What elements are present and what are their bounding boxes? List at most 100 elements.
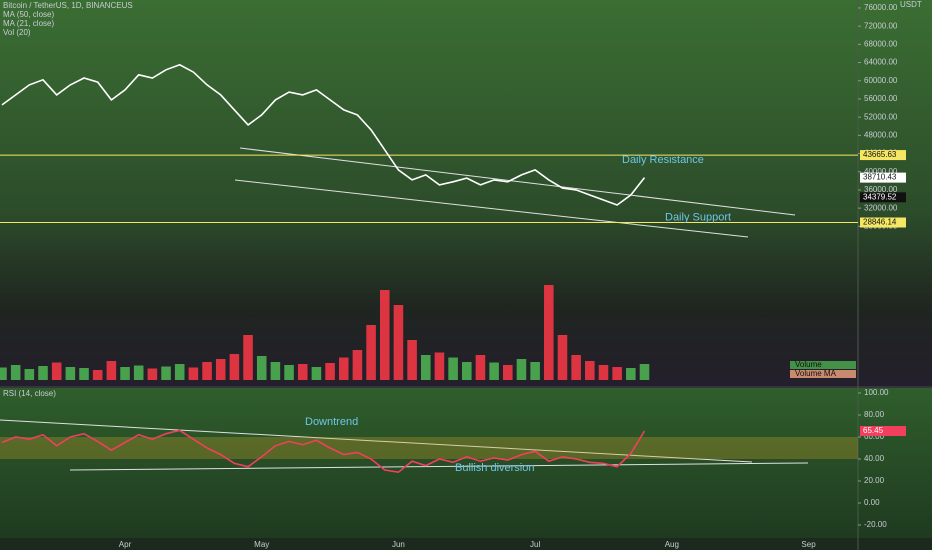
- chart-title: Bitcoin / TetherUS, 1D, BINANCEUS: [3, 1, 133, 10]
- legend-tag: [790, 370, 856, 378]
- volume-bar: [598, 365, 609, 380]
- rsi-line: [1, 429, 646, 474]
- axis-unit: USDT: [900, 0, 922, 9]
- volume-bar: [585, 361, 595, 380]
- price-panel: [0, 0, 932, 386]
- volume-bar: [530, 362, 540, 380]
- y-tick-label: 20.00: [864, 476, 885, 485]
- volume-bar: [256, 356, 267, 380]
- y-tick-label: 100.00: [864, 388, 889, 397]
- x-tick-label: Jul: [530, 540, 540, 549]
- volume-bar: [79, 368, 89, 380]
- volume-bar: [461, 362, 472, 380]
- volume-bar: [448, 357, 458, 380]
- volume-bar: [92, 370, 103, 380]
- y-tick-label: 48000.00: [864, 130, 898, 139]
- volume-bar: [434, 352, 445, 380]
- y-tick-label: 60.00: [864, 432, 885, 441]
- price-tag: [860, 217, 906, 228]
- volume-bar: [243, 335, 253, 380]
- volume-bar: [106, 361, 117, 380]
- volume-bar: [338, 357, 349, 380]
- time-axis: [0, 538, 932, 550]
- rsi-tag-label: 65.45: [863, 426, 884, 435]
- legend-item: Volume: [795, 360, 822, 369]
- volume-bar: [174, 364, 185, 380]
- annotation: Bullish diversion: [455, 462, 534, 474]
- trendline: [69, 462, 809, 471]
- volume-bar: [352, 350, 363, 380]
- volume-bar: [557, 335, 568, 380]
- y-tick-label: 52000.00: [864, 112, 898, 121]
- rsi-title: RSI (14, close): [3, 389, 56, 398]
- annotation: Downtrend: [305, 416, 358, 428]
- price-line: [1, 63, 646, 206]
- volume-bar: [297, 364, 308, 380]
- trendline: [234, 179, 749, 238]
- volume-bar: [229, 354, 240, 380]
- y-tick-label: 40.00: [864, 454, 885, 463]
- y-tick-label: 68000.00: [864, 39, 898, 48]
- volume-bar: [270, 362, 281, 380]
- price-tag-label: 28846.14: [863, 218, 897, 227]
- volume-bar: [215, 359, 226, 380]
- legend-item: Vol (20): [3, 28, 31, 37]
- y-tick-label: 64000.00: [864, 58, 898, 67]
- volume-bar: [188, 367, 199, 380]
- legend-item: Volume MA: [795, 369, 837, 378]
- level-label: Daily Resistance: [622, 154, 704, 166]
- volume-bar: [311, 367, 322, 380]
- trendline: [239, 147, 796, 216]
- y-tick-label: 76000.00: [864, 3, 898, 12]
- volume-bar: [393, 305, 404, 380]
- price-tag: [860, 192, 906, 203]
- volume-bar: [10, 365, 21, 380]
- y-tick-label: 40000.00: [864, 167, 898, 176]
- volume-bar: [51, 362, 62, 380]
- price-tag: [860, 172, 906, 183]
- price-tag-label: 43665.63: [863, 150, 897, 159]
- volume-bar: [0, 367, 7, 380]
- volume-bar: [503, 365, 513, 380]
- rsi-band: [0, 437, 858, 459]
- x-tick-label: Sep: [801, 540, 816, 549]
- x-tick-label: Aug: [665, 540, 679, 549]
- volume-bar: [379, 290, 390, 380]
- x-tick-label: Apr: [119, 540, 132, 549]
- volume-bar: [407, 340, 417, 380]
- volume-bar: [489, 362, 499, 380]
- volume-bar: [420, 355, 431, 380]
- volume-bar: [147, 368, 158, 380]
- rsi-tag: [860, 426, 906, 437]
- volume-bar: [133, 365, 144, 380]
- y-tick-label: 32000.00: [864, 203, 898, 212]
- x-tick-label: May: [254, 540, 269, 549]
- volume-bar: [161, 366, 171, 380]
- volume-bar: [325, 363, 335, 380]
- volume-bar: [284, 365, 294, 380]
- volume-bar: [475, 355, 486, 380]
- volume-bar: [202, 362, 212, 380]
- volume-bar: [24, 369, 35, 380]
- volume-bar: [626, 368, 636, 380]
- volume-bar: [65, 367, 76, 380]
- legend-tag: [790, 361, 856, 369]
- y-tick-label: 36000.00: [864, 185, 898, 194]
- level-label: Daily Support: [665, 211, 731, 223]
- y-tick-label: 72000.00: [864, 21, 898, 30]
- volume-bar: [38, 366, 48, 380]
- volume-bar: [366, 325, 376, 380]
- y-tick-label: -20.00: [864, 520, 887, 529]
- volume-bar: [639, 364, 650, 380]
- price-tag-label: 34379.52: [863, 192, 897, 201]
- volume-bar: [612, 367, 622, 380]
- volume-bar: [571, 355, 581, 380]
- volume-bar: [120, 367, 130, 380]
- y-tick-label: 60000.00: [864, 76, 898, 85]
- legend-item: MA (50, close): [3, 10, 54, 19]
- trendline: [0, 419, 753, 463]
- legend-item: MA (21, close): [3, 19, 54, 28]
- price-tag: [860, 150, 906, 161]
- volume-bar: [544, 285, 554, 380]
- y-tick-label: 0.00: [864, 498, 880, 507]
